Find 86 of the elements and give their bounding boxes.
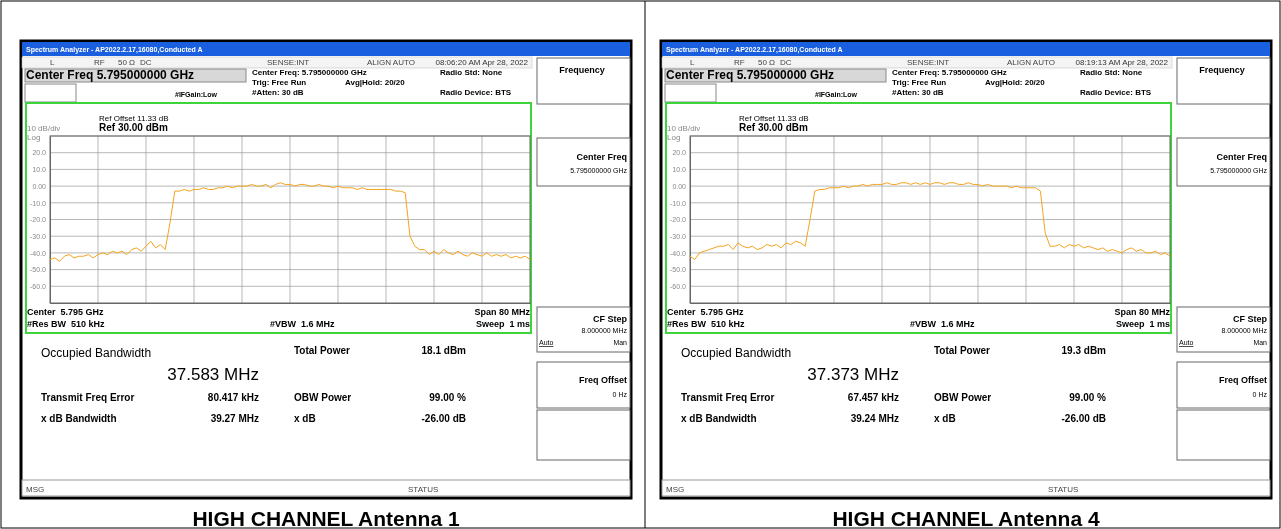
text: Center Freq 5.795000000 GHz <box>666 68 835 82</box>
text: Transmit Freq Error <box>41 392 135 403</box>
text: 50 Ω <box>118 58 136 67</box>
text: Occupied Bandwidth <box>681 346 792 360</box>
text: Avg|Hold: 20/20 <box>345 78 406 87</box>
text: Radio Device: BTS <box>440 88 512 97</box>
line-series <box>689 182 1171 261</box>
text: L <box>690 58 695 67</box>
text: 39.27 MHz <box>210 413 259 424</box>
text: Center Freq 5.795000000 GHz <box>26 68 195 82</box>
text: 37.583 MHz <box>167 365 259 384</box>
text: Center Freq: 5.795000000 GHz <box>892 68 1007 77</box>
text: Trig: Free Run <box>892 78 947 87</box>
text: 50 Ω <box>758 58 776 67</box>
text: OBW Power <box>294 392 352 403</box>
text: Log <box>27 133 41 142</box>
text: HIGH CHANNEL Antenna 1 <box>192 507 460 529</box>
text: Span 80 MHz <box>474 307 531 317</box>
text: 99.00 % <box>429 392 467 403</box>
text: 37.373 MHz <box>807 365 899 384</box>
text: Transmit Freq Error <box>681 392 775 403</box>
text: HIGH CHANNEL Antenna 4 <box>832 507 1100 529</box>
text: -26.00 dB <box>421 413 466 424</box>
text: #Res BW 510 kHz <box>667 319 746 329</box>
text: Center Freq: 5.795000000 GHz <box>252 68 367 77</box>
text: OBW Power <box>934 392 992 403</box>
text: RF <box>734 58 745 67</box>
text: Log <box>667 133 681 142</box>
text: 10 dB/div <box>27 124 61 133</box>
text: ALIGN AUTO <box>367 58 415 67</box>
text: 08:06:20 AM Apr 28, 2022 <box>435 58 529 67</box>
text: Ref Offset 11.33 dB <box>99 114 169 123</box>
text: Ref 30.00 dBm <box>99 122 169 133</box>
text: Freq Offset <box>578 375 627 385</box>
text: #Res BW 510 kHz <box>27 319 106 329</box>
text: 08:19:13 AM Apr 28, 2022 <box>1075 58 1169 67</box>
text: Center Freq <box>576 152 627 162</box>
text: #Atten: 30 dB <box>252 88 304 97</box>
text: Frequency <box>1199 65 1245 75</box>
text: 67.457 kHz <box>847 392 899 403</box>
text: Ref Offset 11.33 dB <box>739 114 809 123</box>
text: -26.00 dB <box>1061 413 1106 424</box>
text: CF Step <box>1232 314 1268 324</box>
text: Center Freq <box>1216 152 1267 162</box>
text: Frequency <box>559 65 605 75</box>
text: 99.00 % <box>1069 392 1107 403</box>
text: RF <box>94 58 105 67</box>
text: Trig: Free Run <box>252 78 307 87</box>
text: Radio Device: BTS <box>1080 88 1152 97</box>
line-series <box>49 182 531 262</box>
text: x dB Bandwidth <box>681 413 757 424</box>
text: SENSE:INT <box>267 58 310 67</box>
text: Center 5.795 GHz <box>27 307 105 317</box>
text: Avg|Hold: 20/20 <box>985 78 1046 87</box>
text: 18.1 dBm <box>421 345 467 356</box>
text: 10 dB/div <box>667 124 701 133</box>
text: x dB <box>294 413 316 424</box>
text: #VBW 1.6 MHz <box>270 319 336 329</box>
text: CF Step <box>592 314 628 324</box>
text: 39.24 MHz <box>850 413 899 424</box>
text: DC <box>140 58 152 67</box>
text: MSG <box>26 485 45 494</box>
text: Sweep 1 ms <box>1115 319 1170 329</box>
text: Radio Std: None <box>1080 68 1143 77</box>
text: MSG <box>666 485 685 494</box>
text: Ref 30.00 dBm <box>739 122 809 133</box>
text: SENSE:INT <box>907 58 950 67</box>
text: 19.3 dBm <box>1061 345 1107 356</box>
text: #Atten: 30 dB <box>892 88 944 97</box>
text: Total Power <box>294 345 351 356</box>
text: Total Power <box>934 345 991 356</box>
text: DC <box>780 58 792 67</box>
text: Span 80 MHz <box>1114 307 1171 317</box>
text: Occupied Bandwidth <box>41 346 152 360</box>
text: x dB <box>934 413 956 424</box>
text: STATUS <box>1048 485 1079 494</box>
text: STATUS <box>408 485 439 494</box>
text: L <box>50 58 55 67</box>
text: Freq Offset <box>1218 375 1267 385</box>
text: 80.417 kHz <box>207 392 259 403</box>
text: Radio Std: None <box>440 68 503 77</box>
text: x dB Bandwidth <box>41 413 117 424</box>
text: Center 5.795 GHz <box>667 307 745 317</box>
text: Sweep 1 ms <box>475 319 530 329</box>
text: ALIGN AUTO <box>1007 58 1055 67</box>
text: #VBW 1.6 MHz <box>910 319 976 329</box>
